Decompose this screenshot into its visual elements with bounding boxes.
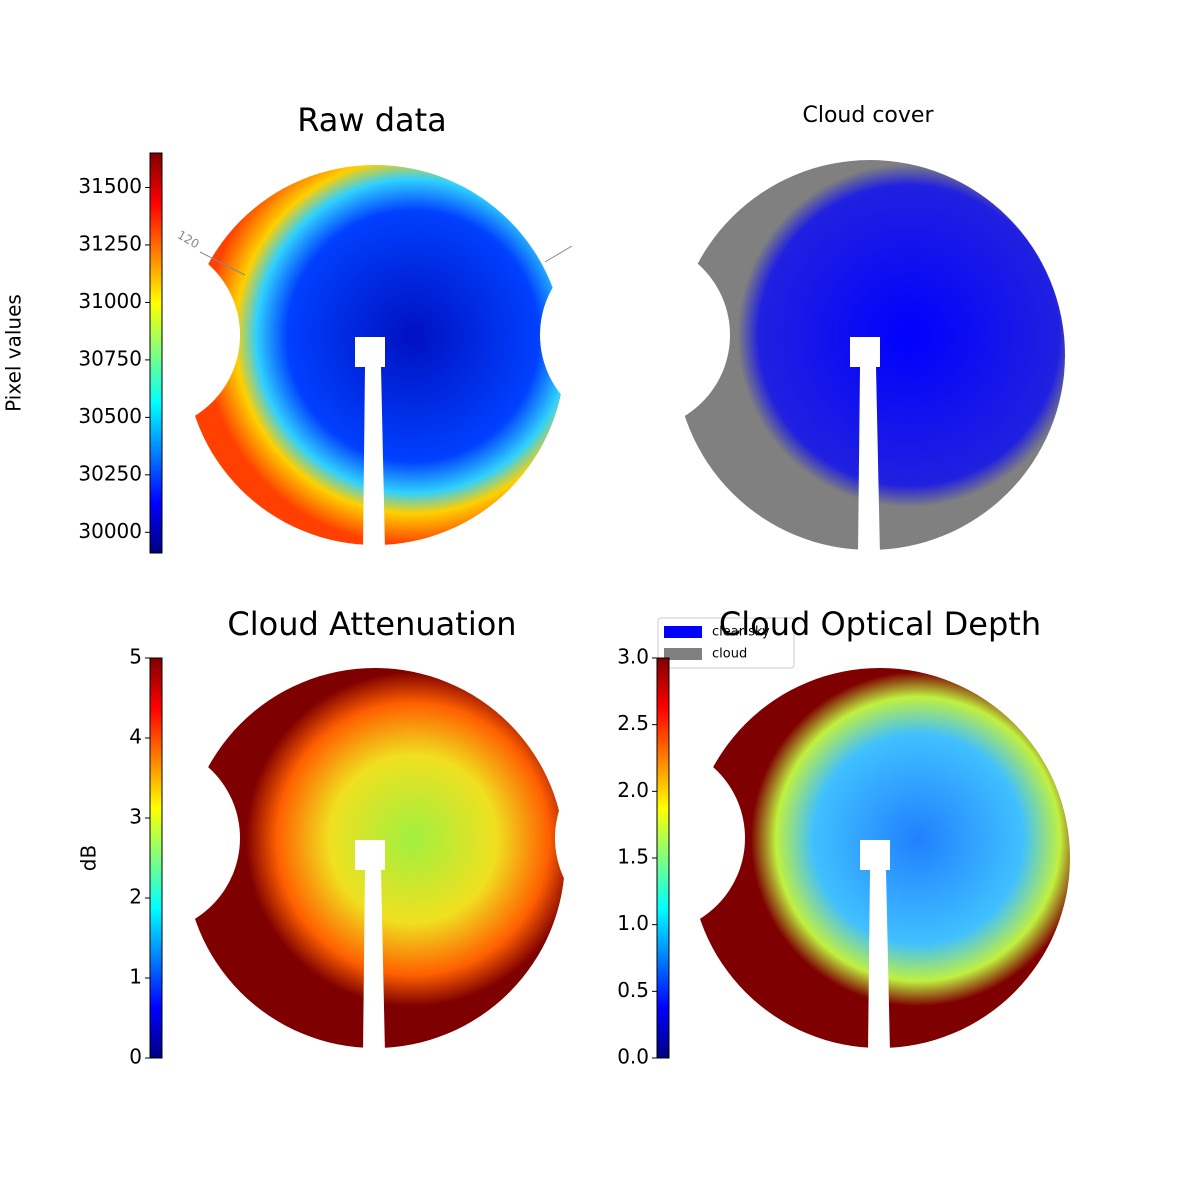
colorbar-tick-label: 31500 (78, 174, 142, 198)
image-cutout (860, 840, 890, 870)
colorbar-tick-label: 30250 (78, 461, 142, 485)
legend-swatch (664, 626, 702, 638)
image-cutout (363, 367, 385, 550)
image-cutout (850, 337, 880, 367)
colorbar-tick-label: 30500 (78, 404, 142, 428)
image-cutout (555, 743, 745, 933)
image-cutout (355, 840, 385, 870)
colorbar-tick-label: 31000 (78, 289, 142, 313)
colorbar-tick-label: 0.0 (617, 1045, 649, 1069)
legend-swatch (664, 648, 702, 660)
colorbar-tick-label: 0 (129, 1045, 142, 1069)
colorbar-tick-label: 2.5 (617, 711, 649, 735)
colorbar-tick-label: 3.0 (617, 645, 649, 669)
image-cutout (868, 870, 890, 1053)
colorbar (149, 657, 163, 1059)
colorbar-tick-label: 1 (129, 965, 142, 989)
colorbar-tick-label: 4 (129, 725, 142, 749)
annotation-line (199, 251, 246, 276)
panels: Raw data 1 2 0 30000 30250 30500 30750 31000 3125… (2, 101, 1070, 1069)
image-cutout (858, 367, 880, 555)
legend-label: cloud (712, 647, 747, 662)
colorbar-tick-label: 3 (129, 805, 142, 829)
colorbar-tick-label: 30750 (78, 346, 142, 370)
colorbar-tick-label: 2 (129, 885, 142, 909)
colorbar-label: Pixel values (2, 294, 26, 412)
legend: clear sky cloud (657, 617, 795, 669)
panel-title: Cloud cover (803, 103, 935, 128)
image-cutout (540, 240, 730, 430)
panel-title: Raw data (297, 101, 447, 139)
annotation-line (544, 245, 573, 263)
panel-title: Cloud Attenuation (227, 605, 516, 643)
colorbar-label: dB (77, 845, 101, 871)
image-cutout (50, 240, 240, 430)
colorbar-tick-label: 1.0 (617, 911, 649, 935)
colorbar-tick-label: 0.5 (617, 978, 649, 1002)
panel-title: Cloud Optical Depth (719, 605, 1041, 643)
image-cutout (50, 743, 240, 933)
legend-label: clear sky (712, 625, 770, 640)
colorbar-tick-label: 2.0 (617, 778, 649, 802)
image-cutout (355, 337, 385, 367)
colorbar-tick-label: 31250 (78, 231, 142, 255)
colorbar (656, 657, 670, 1059)
colorbar-tick-label: 5 (129, 645, 142, 669)
colorbar-tick-label: 1.5 (617, 845, 649, 869)
image-cutout (363, 870, 385, 1053)
colorbar (149, 152, 163, 554)
colorbar-tick-label: 30000 (78, 519, 142, 543)
